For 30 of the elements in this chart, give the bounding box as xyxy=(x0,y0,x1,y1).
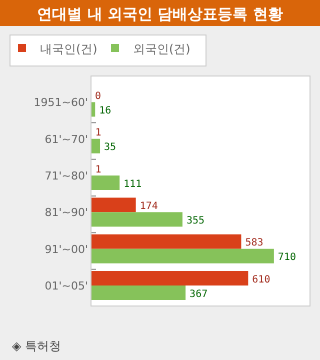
y-tick-label: 91'~00' xyxy=(44,242,88,256)
data-label: 0 xyxy=(95,90,102,102)
legend-label: 외국인(건) xyxy=(133,42,190,56)
data-label: 1 xyxy=(95,128,102,139)
legend-label: 내국인(건) xyxy=(40,42,98,56)
data-label: 610 xyxy=(252,274,270,286)
data-label: 174 xyxy=(140,200,158,212)
bar xyxy=(91,248,274,264)
bar xyxy=(91,286,186,300)
bar xyxy=(91,212,182,227)
bar xyxy=(91,234,242,249)
data-label: 111 xyxy=(124,178,142,190)
bar xyxy=(91,198,136,212)
y-tick-label: 71'~80' xyxy=(44,170,88,182)
y-tick-label: 1951~60' xyxy=(34,96,88,110)
data-label: 367 xyxy=(190,288,208,300)
bar xyxy=(91,271,248,286)
data-label: 583 xyxy=(245,238,264,249)
data-label: 16 xyxy=(99,105,112,116)
data-label: 710 xyxy=(278,252,296,264)
bar xyxy=(91,176,120,190)
bar xyxy=(91,138,100,154)
y-tick-label: 81'~90' xyxy=(44,206,88,220)
y-tick-label: 01'~05' xyxy=(44,280,88,292)
chart-title: 연대별 내 외국인 담배상표등록 현황 xyxy=(37,5,283,23)
text: ◈ 특허청 xyxy=(12,339,62,353)
data-label: 35 xyxy=(104,142,116,154)
y-tick-label: 61'~70' xyxy=(44,132,88,146)
data-label: 1 xyxy=(95,164,102,176)
data-label: 355 xyxy=(186,215,205,226)
